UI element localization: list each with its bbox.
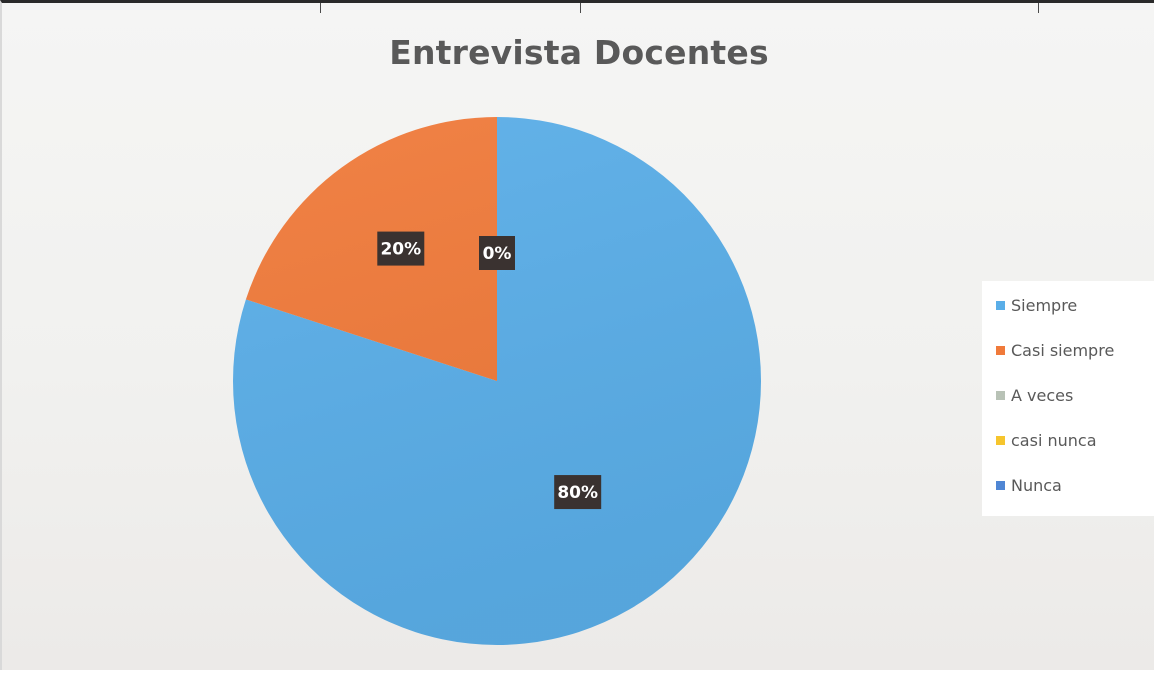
data-label-box (479, 236, 515, 270)
legend-label: A veces (1011, 386, 1074, 405)
legend-item-a-veces: A veces (996, 373, 1154, 418)
legend-swatch (996, 481, 1005, 490)
data-label-box (377, 231, 425, 266)
legend-label: Casi siempre (1011, 341, 1115, 360)
legend-item-casi-siempre: Casi siempre (996, 328, 1154, 373)
data-label-text: 80% (557, 483, 598, 503)
data-label-box (554, 475, 602, 510)
top-edge-tick (320, 3, 321, 13)
pie-sheen (233, 117, 761, 645)
legend-swatch (996, 301, 1005, 310)
data-label-text: 0% (483, 244, 512, 264)
legend-item-casi-nunca: casi nunca (996, 418, 1154, 463)
legend-item-nunca: Nunca (996, 463, 1154, 508)
data-label-casi-siempre: 20% (377, 231, 425, 266)
data-label-a-veces: 0% (479, 236, 515, 270)
legend-item-siempre: Siempre (996, 283, 1154, 328)
legend-label: Siempre (1011, 296, 1078, 315)
data-label-siempre: 80% (554, 475, 602, 510)
pie-data-labels: 80% 20% 0% (377, 231, 602, 510)
legend-label: casi nunca (1011, 431, 1097, 450)
legend-label: Nunca (1011, 476, 1062, 495)
data-label-text: 20% (380, 240, 421, 260)
top-edge-tick (580, 3, 581, 13)
pie-slices (233, 117, 762, 645)
top-edge-tick (1038, 3, 1039, 13)
pie-chart: 80% 20% 0% (233, 117, 762, 645)
chart-title: Entrevista Docentes (389, 33, 769, 72)
chart-legend: Siempre Casi siempre A veces casi nunca Nunc… (982, 281, 1154, 516)
legend-swatch (996, 391, 1005, 400)
legend-swatch (996, 346, 1005, 355)
legend-swatch (996, 436, 1005, 445)
